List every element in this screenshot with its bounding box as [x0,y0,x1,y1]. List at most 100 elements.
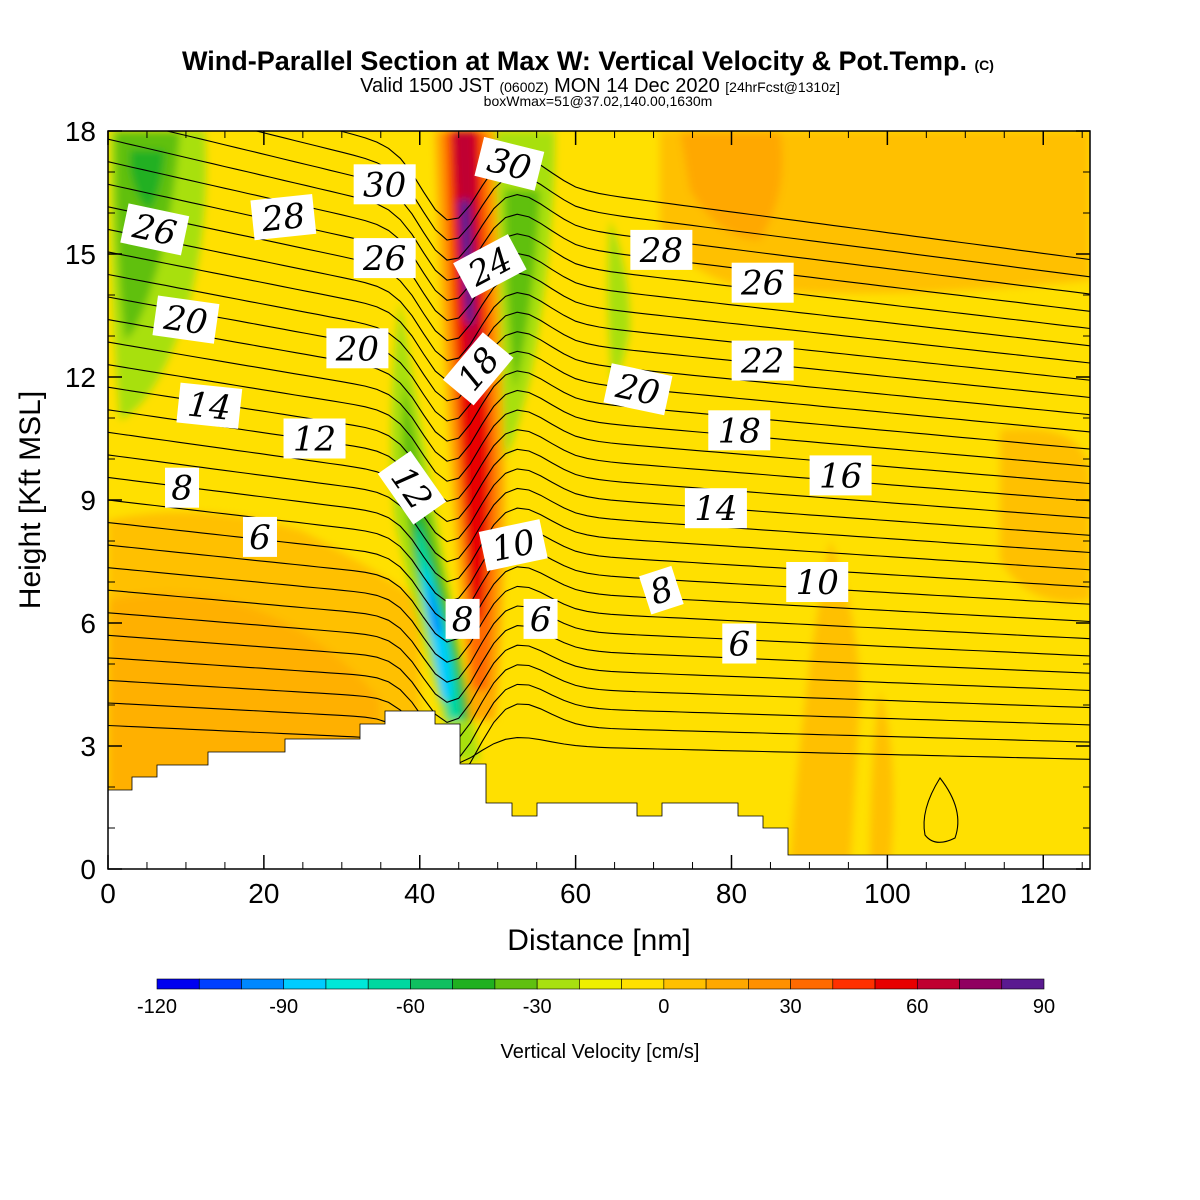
contour-label: 20 [152,295,220,344]
contour-label: 6 [722,623,757,665]
theta-contour [108,589,1090,683]
y-tick-label: 18 [65,116,96,147]
shade-blue-core [429,580,442,635]
contour-label-box [445,598,480,639]
x-tick-label: 60 [560,878,591,909]
contour-label-box [731,340,794,381]
y-tick-label: 12 [65,362,96,393]
colorbar-swatch [325,978,369,990]
theta-contour [108,296,1090,433]
colorbar-tick-label: 60 [906,996,928,1018]
contour-label: 14 [684,488,747,529]
contour-label: 6 [523,598,558,640]
contour-label: 14 [176,382,243,429]
colorbar-swatch [916,978,960,990]
shade-orange-column [790,540,860,869]
theta-contour-closed [923,777,959,843]
contour-label-box [326,328,389,369]
theta-contour [108,364,1090,485]
contour-label-text: 20 [161,298,210,344]
contour-label-text: 6 [728,625,750,665]
shade-green-downdraft3 [408,460,468,720]
contour-label-box [474,136,545,191]
contour-label: 20 [326,328,389,369]
contour-label-box [708,410,771,451]
contour-label-text: 22 [740,342,784,382]
colorbar-swatch [748,978,791,990]
colorbar: -120 -90 -60 -30 0 30 60 90 [137,978,1055,1018]
colorbar-swatch [579,978,622,990]
contour-label-box [353,238,416,279]
colorbar-swatch [874,978,918,990]
contour-label: 22 [731,340,794,382]
theta-contour [108,634,1090,724]
contour-label: 8 [445,598,480,640]
x-axis-label: Distance [nm] [507,924,690,957]
contour-label: 10 [786,562,849,603]
contour-label: 30 [353,164,416,205]
contour-label-box [786,562,849,602]
x-tick-label: 80 [716,878,747,909]
y-tick-label: 3 [80,731,96,762]
colorbar-tick-label: -90 [269,996,298,1018]
contour-label-text: 6 [249,518,271,558]
potential-temperature-contours [108,131,1090,843]
theta-contour [108,206,1090,364]
colorbar-swatch [790,978,834,990]
contour-label-text: 26 [128,206,180,254]
contour-label: 28 [250,193,317,240]
contour-label: 12 [377,450,447,525]
x-tick-label: 40 [404,878,435,909]
contour-label-box [453,234,527,299]
contour-label: 28 [630,229,693,271]
contour-label-text: 28 [639,231,683,271]
colorbar-tick-label: -60 [396,996,425,1018]
shade-green-rightjet2 [505,190,540,390]
contour-label-text: 8 [452,600,474,640]
theta-contour [108,476,1090,583]
terrain [108,710,1090,869]
theta-contour [108,679,1090,764]
colorbar-tick-label: 90 [1033,996,1055,1018]
x-tick-label: 120 [1020,878,1067,909]
colorbar-swatch [410,978,453,990]
x-tick-label: 20 [248,878,279,909]
contour-label-box [478,519,548,572]
x-axis: 0 20 40 60 80 100 120 [100,131,1083,909]
contour-label-text: 10 [796,563,839,603]
colorbar-tick-label: -120 [137,996,177,1018]
contour-label-text: 14 [694,489,737,529]
contour-label-box [120,203,190,256]
theta-contour [108,544,1090,643]
theta-contour [165,131,1090,295]
theta-contour [108,567,1090,663]
contour-label-box [283,418,346,459]
contour-label-text: 26 [362,239,406,279]
contour-label-box [523,598,558,639]
theta-contour [108,409,1090,523]
colorbar-swatch [452,978,496,990]
y-tick-label: 9 [80,485,96,516]
colorbar-swatch [198,978,242,990]
theta-contour [108,454,1090,563]
contour-label-text: 20 [611,366,663,414]
shade-green-col65 [607,220,630,380]
contour-label: 26 [120,203,190,256]
contour-label-text: 12 [293,420,336,460]
theta-contour [108,341,1090,467]
contour-label: 20 [603,363,673,416]
contour-label-text: 6 [530,600,552,640]
y-axis-label: Height [Kft MSL] [14,391,47,609]
y-tick-label: 15 [65,239,96,270]
contour-label-box [809,455,872,496]
contour-label-box [684,488,747,529]
chart-title: Wind-Parallel Section at Max W: Vertical… [182,46,994,76]
chart-subtitle: Valid 1500 JST (0600Z) MON 14 Dec 2020 [… [360,75,840,97]
colorbar-swatch [705,978,749,990]
contour-label: 26 [353,238,416,279]
contour-label-box [722,623,757,664]
y-tick-label: 6 [80,608,96,639]
